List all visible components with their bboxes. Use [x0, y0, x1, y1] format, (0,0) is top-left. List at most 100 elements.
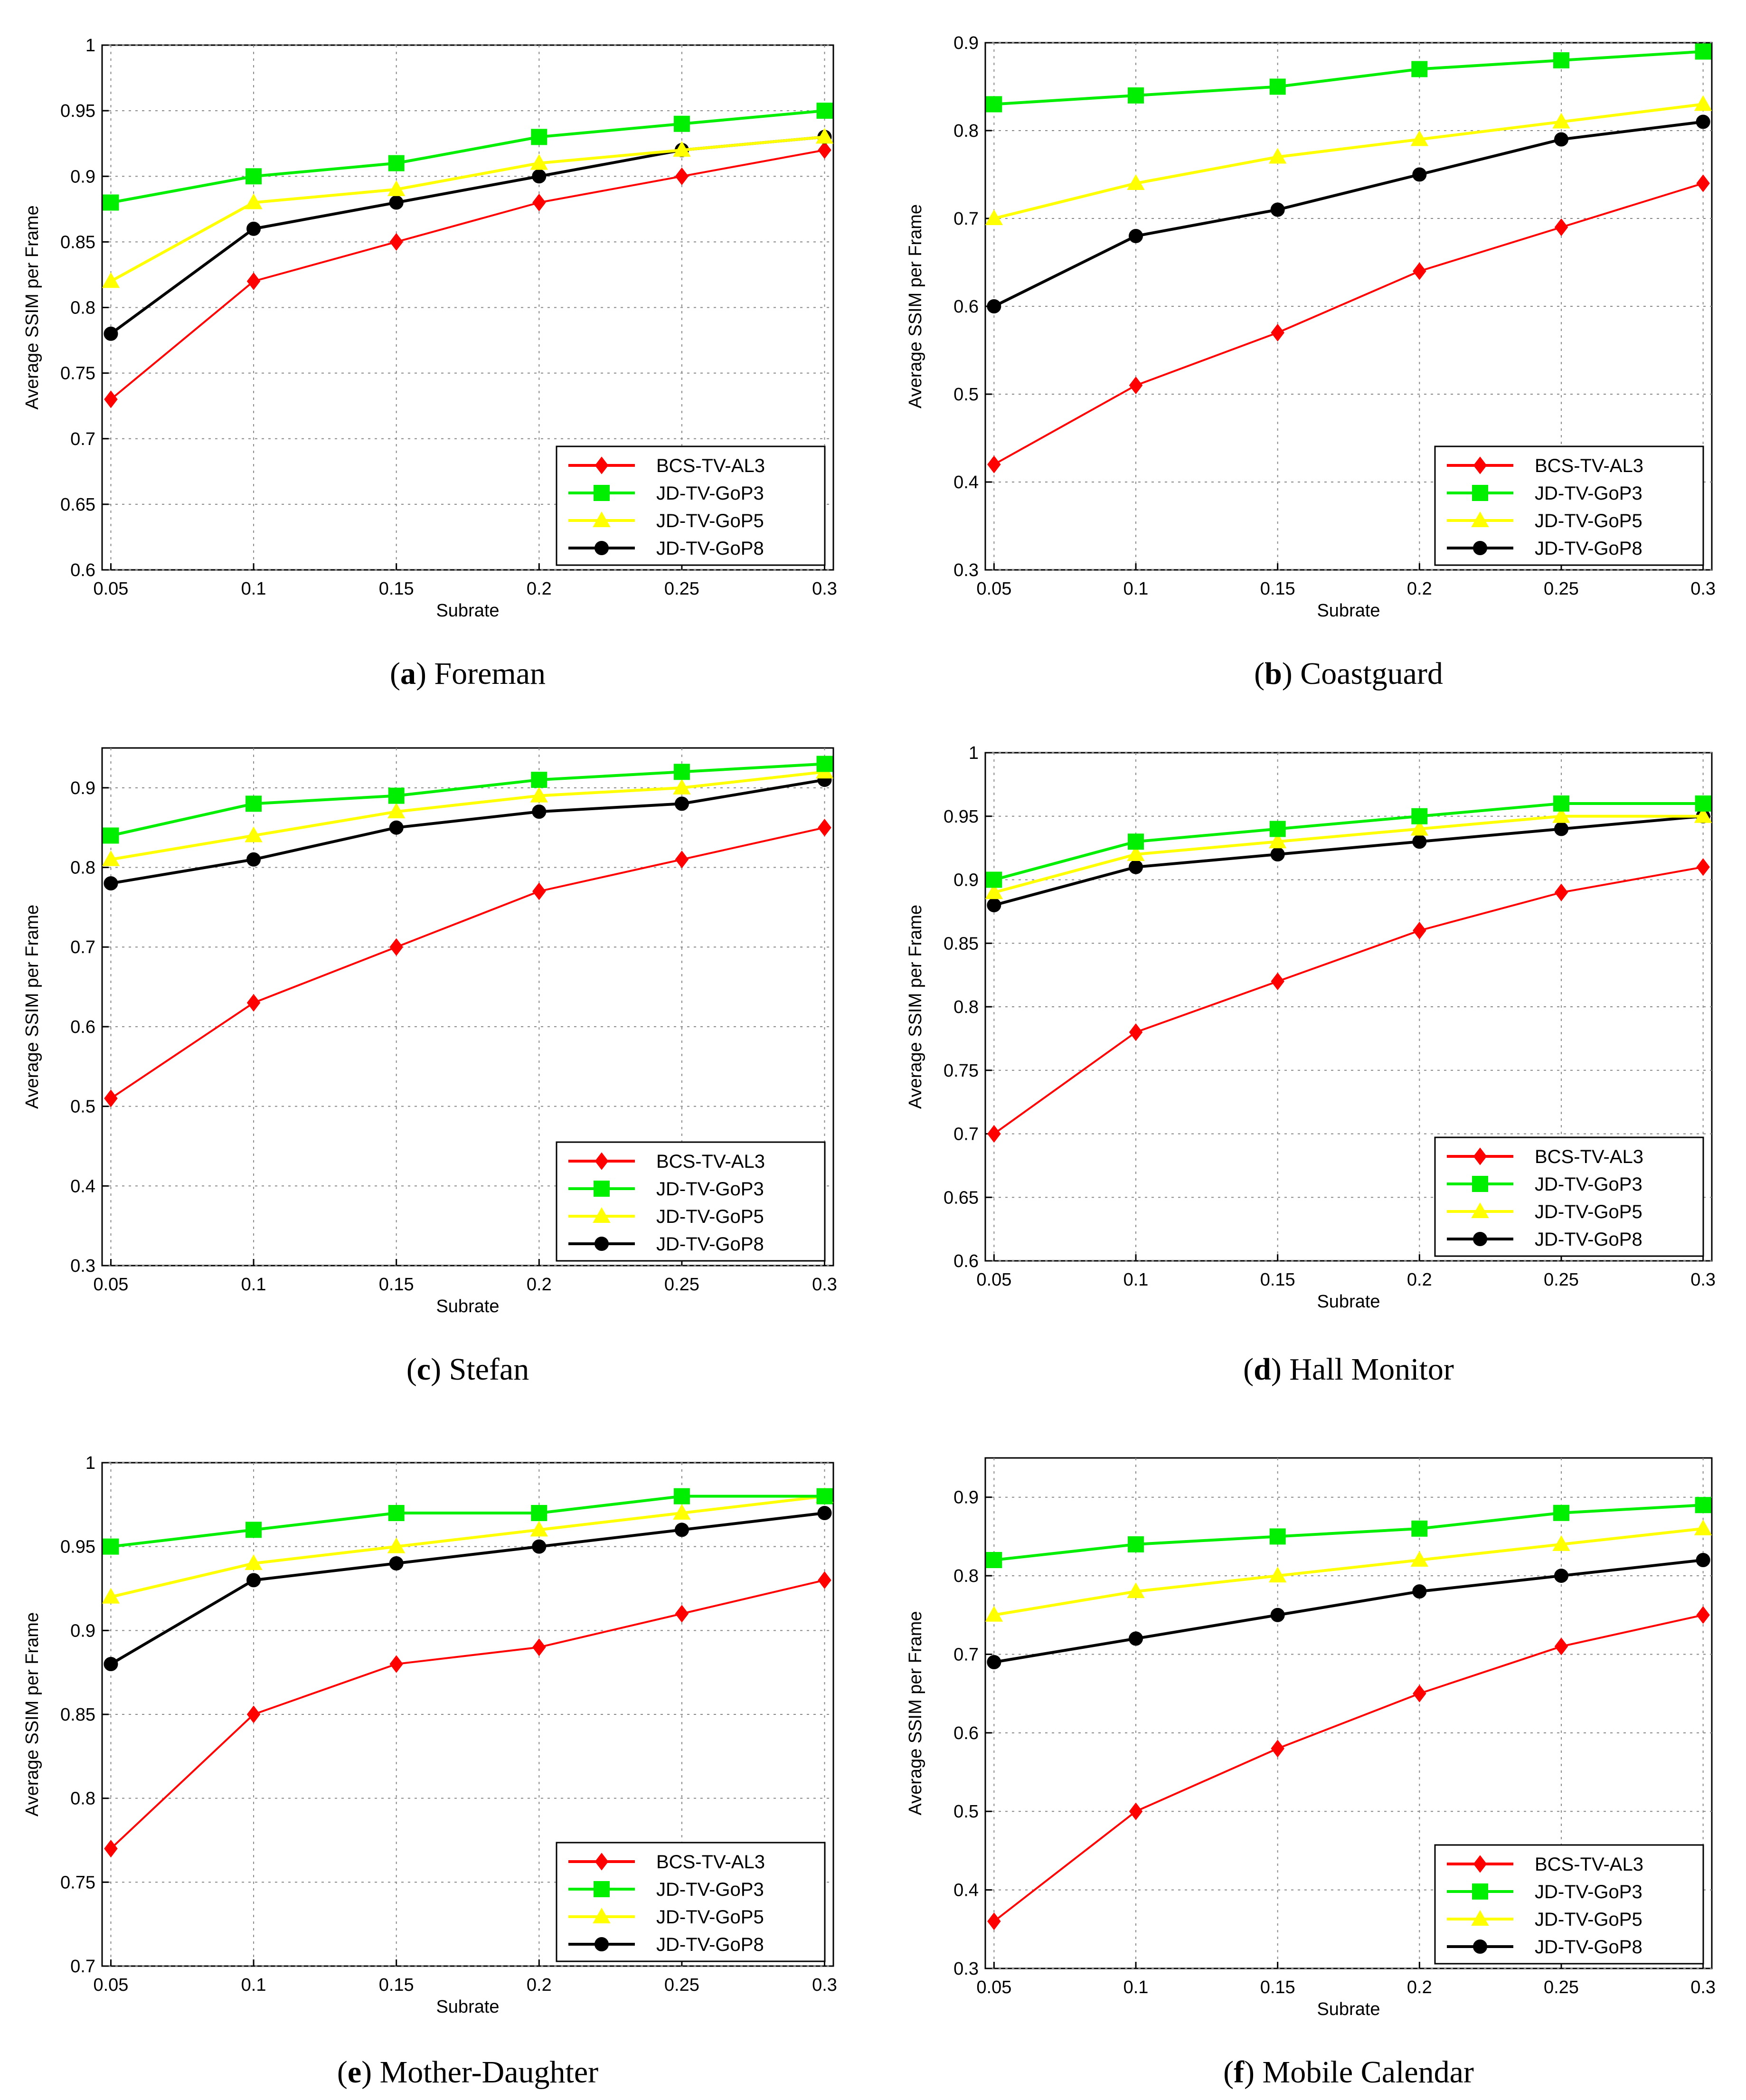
data-point	[531, 1505, 547, 1521]
series-jd-tv-gop3	[103, 103, 833, 211]
x-tick-label: 0.2	[1407, 1270, 1432, 1290]
series-jd-tv-gop8	[104, 773, 832, 891]
data-point	[388, 155, 405, 171]
data-point	[1271, 323, 1284, 342]
data-point	[1129, 1802, 1143, 1820]
x-tick-label: 0.2	[527, 579, 552, 599]
data-point	[673, 764, 690, 780]
data-point	[1127, 174, 1145, 190]
series-line	[993, 866, 1703, 1135]
x-tick-label: 0.1	[241, 1275, 266, 1295]
series-jd-tv-gop3	[986, 795, 1711, 888]
panel-c: 0.3 0.4 0.5 0.6 0.7 0.8 0.9 0.05 0.1 0.15 0.2 0.25 0…	[22, 747, 837, 1387]
data-point	[987, 1655, 1001, 1669]
data-point	[987, 299, 1001, 313]
data-point	[1695, 1497, 1711, 1514]
legend-swatch-marker	[1473, 541, 1487, 555]
legend-swatch-marker	[1472, 485, 1488, 501]
data-point	[530, 786, 548, 803]
series-line	[993, 1559, 1703, 1664]
x-tick-label: 0.05	[976, 579, 1011, 599]
caption-name: Stefan	[449, 1352, 529, 1387]
series-line	[110, 778, 825, 885]
data-point	[985, 1606, 1003, 1622]
legend-label: JD-TV-GoP3	[656, 1179, 764, 1200]
legend-swatch-marker	[595, 1237, 609, 1251]
panel-caption: (a) Foreman	[390, 656, 546, 691]
data-point	[246, 993, 261, 1012]
caption-letter: b	[1265, 656, 1282, 691]
x-tick-label: 0.25	[1544, 1977, 1579, 1997]
data-point	[246, 1705, 261, 1723]
data-point	[1271, 972, 1284, 991]
y-tick-label: 0.3	[953, 560, 979, 580]
data-point	[673, 1504, 691, 1520]
panel-caption: (f) Mobile Calendar	[1223, 2055, 1474, 2090]
data-point	[674, 796, 689, 811]
caption-paren: (	[406, 1352, 417, 1387]
x-axis-label: Subrate	[436, 1997, 499, 2017]
caption-name: Foreman	[434, 656, 546, 691]
y-tick-label: 0.5	[953, 385, 979, 405]
x-tick-label: 0.3	[1690, 1977, 1716, 1997]
y-axis-label: Average SSIM per Frame	[906, 1611, 925, 1815]
legend-swatch-marker	[595, 541, 609, 555]
data-point	[1270, 1608, 1285, 1622]
caption-paren: )	[1244, 2055, 1262, 2090]
panel-a: 0.6 0.65 0.7 0.75 0.8 0.85 0.9 0.95 1 0.05 0.1 0.15…	[22, 36, 837, 691]
data-point	[1129, 860, 1143, 874]
y-tick-label: 0.8	[70, 298, 95, 318]
y-tick-label: 0.6	[953, 1723, 979, 1743]
data-point	[1129, 229, 1143, 243]
y-tick-label: 1	[969, 743, 979, 763]
legend-swatch-marker	[594, 1181, 610, 1197]
legend: BCS-TV-AL3 JD-TV-GoP3 JD-TV-GoP5 JD-TV-GoP8	[556, 445, 826, 566]
data-point	[389, 938, 403, 956]
data-point	[1412, 834, 1427, 849]
series-bcs-tv-al3	[987, 1606, 1710, 1930]
y-tick-label: 0.5	[70, 1097, 95, 1117]
x-tick-label: 0.1	[241, 579, 266, 599]
series-jd-tv-gop8	[987, 1553, 1710, 1669]
data-point	[1554, 822, 1568, 836]
data-point	[531, 772, 547, 788]
data-point	[532, 169, 547, 184]
caption-name: Mother-Daughter	[380, 2055, 599, 2090]
series-jd-tv-gop5	[985, 95, 1712, 225]
series-line	[110, 149, 825, 400]
y-tick-label: 0.95	[944, 807, 979, 827]
data-point	[1696, 1606, 1710, 1624]
series-line	[110, 762, 825, 837]
data-point	[1269, 1528, 1286, 1545]
data-point	[817, 1506, 832, 1520]
data-point	[245, 168, 262, 185]
data-point	[1127, 845, 1145, 861]
data-point	[246, 1573, 261, 1588]
legend-label: JD-TV-GoP8	[1535, 538, 1642, 559]
data-point	[987, 455, 1001, 473]
data-point	[530, 1521, 548, 1537]
legend-label: BCS-TV-AL3	[1535, 1854, 1643, 1875]
y-tick-label: 0.95	[60, 101, 95, 121]
panel-caption: (b) Coastguard	[1254, 656, 1443, 691]
x-tick-label: 0.2	[1407, 1977, 1432, 1997]
caption-name: Hall Monitor	[1289, 1352, 1453, 1387]
y-tick-label: 0.7	[953, 1645, 979, 1665]
legend-swatch-marker	[595, 456, 609, 474]
series-jd-tv-gop3	[103, 1488, 833, 1555]
data-point	[104, 1840, 118, 1858]
y-axis-label: Average SSIM per Frame	[906, 905, 925, 1109]
series-line	[993, 1527, 1703, 1617]
data-point	[673, 141, 691, 157]
y-axis-label: Average SSIM per Frame	[22, 905, 42, 1109]
legend-swatch-marker	[595, 1853, 609, 1871]
data-point	[1412, 1584, 1427, 1599]
y-tick-label: 0.8	[953, 997, 979, 1017]
y-tick-label: 1	[85, 1453, 95, 1473]
data-point	[103, 1538, 119, 1555]
data-point	[1410, 820, 1429, 836]
data-point	[1694, 1519, 1712, 1535]
y-tick-label: 0.7	[70, 1957, 95, 1977]
data-point	[818, 141, 831, 159]
